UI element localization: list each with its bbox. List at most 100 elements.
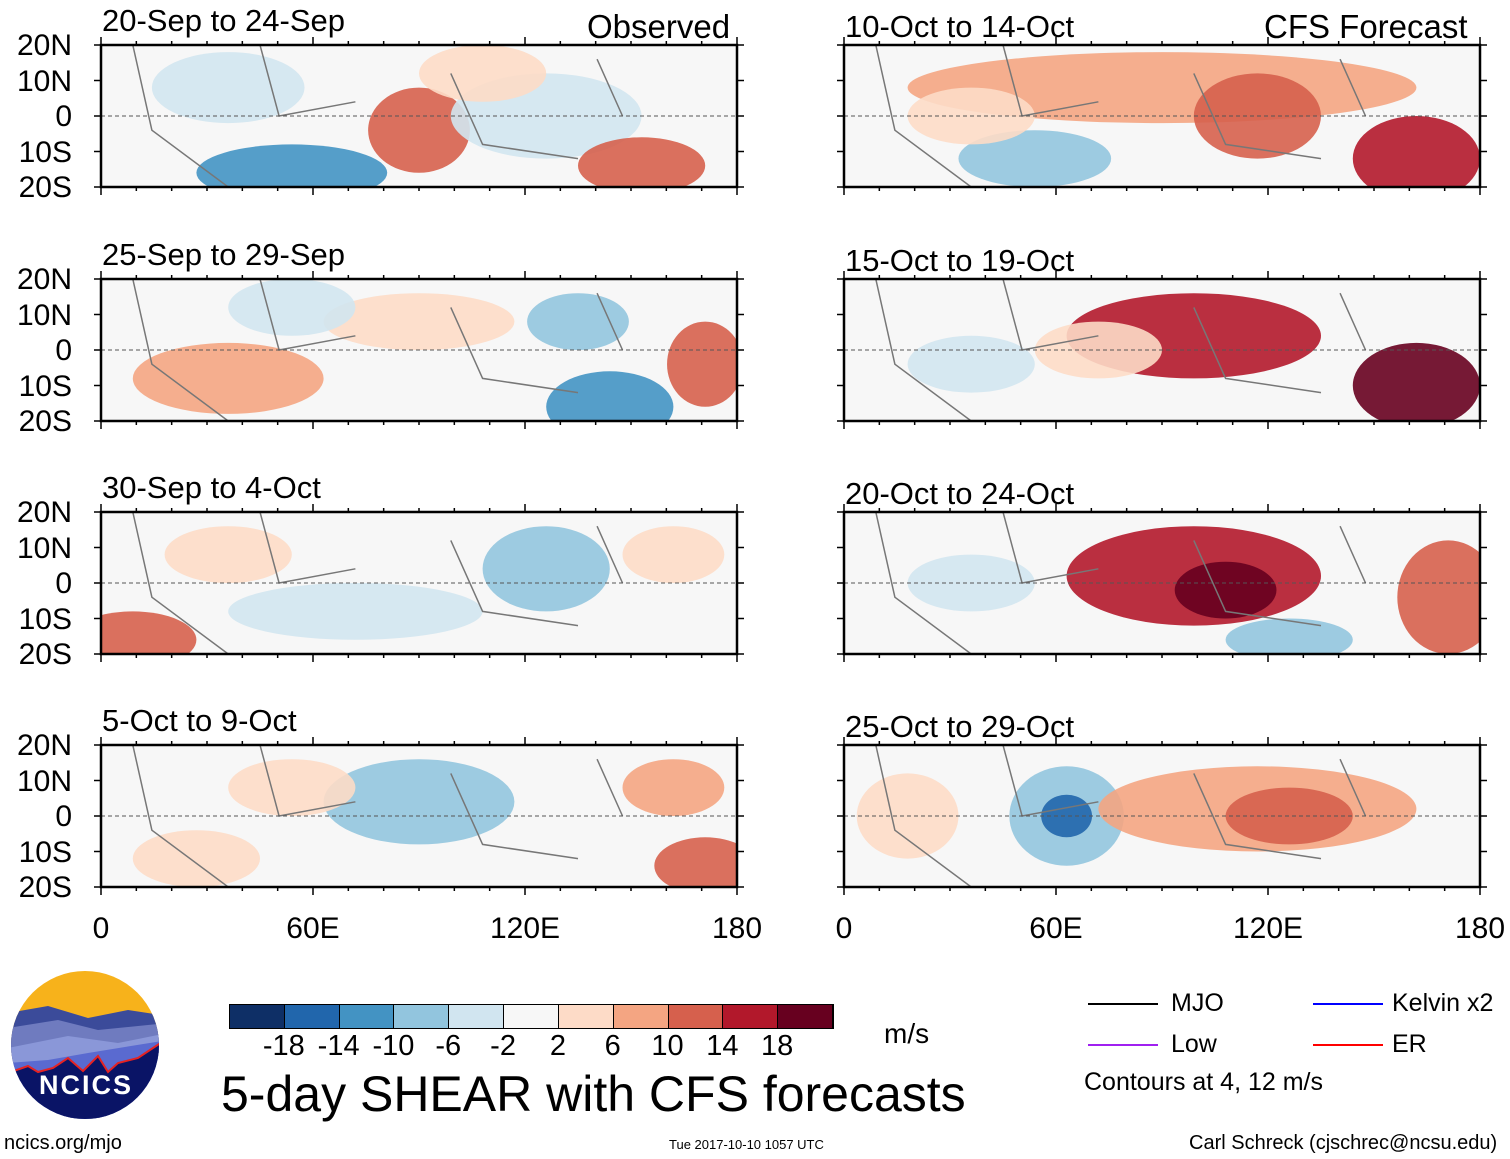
y-tick-label: 20S	[18, 171, 72, 204]
colorbar-tick-label: -14	[317, 1030, 360, 1062]
x-tick-label: 180	[1454, 912, 1506, 945]
colorbar-swatch	[449, 1005, 505, 1028]
shear-anomaly-region	[1352, 116, 1480, 187]
shear-anomaly-region	[622, 759, 725, 816]
y-tick-label: 20S	[18, 638, 72, 671]
legend-label-kelvin: Kelvin x2	[1392, 989, 1494, 1017]
map-panel	[837, 37, 1487, 195]
panel-title: 20-Sep to 24-Sep	[102, 3, 346, 38]
legend-swatch-er	[1313, 1044, 1383, 1046]
colorbar-swatch	[339, 1005, 395, 1028]
x-tick-label: 0	[92, 912, 110, 945]
shear-anomaly-region	[368, 87, 470, 173]
shear-anomaly-region	[101, 611, 197, 654]
y-tick-label: 10S	[18, 369, 72, 403]
y-tick-label: 0	[55, 334, 72, 367]
map-panel	[94, 737, 744, 895]
panel-title: 30-Sep to 4-Oct	[102, 470, 321, 505]
map-panel	[837, 737, 1487, 895]
shear-anomaly-region	[667, 321, 737, 407]
panel-title: 25-Sep to 29-Sep	[102, 237, 346, 272]
y-tick-label: 20N	[16, 263, 72, 296]
x-tick-label: 60E	[286, 912, 340, 945]
panel-title: 10-Oct to 14-Oct	[845, 9, 1075, 44]
map-panel	[837, 504, 1487, 662]
shear-anomaly-region	[151, 52, 305, 124]
x-tick-label: 120E	[1232, 912, 1304, 945]
footer-timestamp: Tue 2017-10-10 1057 UTC	[669, 1137, 824, 1152]
shear-anomaly-region	[196, 144, 388, 187]
colorbar-tick-label: -18	[262, 1030, 305, 1062]
legend-swatch-mjo	[1088, 1003, 1158, 1005]
shear-anomaly-region	[482, 526, 610, 612]
colorbar-tick-label: 18	[761, 1030, 794, 1062]
x-tick-label: 120E	[489, 912, 561, 945]
colorbar	[229, 1004, 834, 1029]
y-tick-label: 10S	[18, 602, 72, 636]
colorbar-tick-label: -6	[435, 1030, 462, 1062]
colorbar-swatch	[778, 1005, 833, 1028]
map-panel	[94, 504, 744, 662]
legend-swatch-kelvin	[1313, 1003, 1383, 1005]
shear-anomaly-region	[578, 137, 706, 187]
observed-header: Observed	[587, 8, 731, 45]
panel-title: 5-Oct to 9-Oct	[102, 703, 297, 738]
shear-anomaly-region	[323, 293, 515, 350]
map-panel	[94, 271, 744, 429]
footer-credit: Carl Schreck (cjschrec@ncsu.edu)	[1189, 1132, 1498, 1154]
colorbar-tick-label: -2	[490, 1030, 516, 1062]
shear-anomaly-region	[546, 371, 674, 421]
y-tick-label: 20S	[18, 871, 72, 904]
shear-anomaly-region	[1174, 561, 1277, 619]
colorbar-tick-label: 6	[604, 1030, 621, 1062]
ncics-logo: NCICS	[11, 971, 159, 1119]
x-tick-label: 60E	[1029, 912, 1083, 945]
colorbar-tick-label: 10	[651, 1030, 684, 1062]
panel-title: 25-Oct to 29-Oct	[845, 709, 1075, 744]
svg-text:NCICS: NCICS	[39, 1070, 133, 1100]
shear-anomaly-region	[527, 293, 629, 350]
colorbar-tick-label: 2	[549, 1030, 566, 1062]
figure-title: 5-day SHEAR with CFS forecasts	[221, 1066, 966, 1122]
shear-anomaly-region	[958, 130, 1112, 187]
y-tick-label: 20N	[16, 29, 72, 62]
legend-note: Contours at 4, 12 m/s	[1084, 1068, 1324, 1096]
shear-anomaly-region	[132, 830, 260, 887]
x-tick-label: 0	[835, 912, 853, 945]
x-tick-label: 180	[711, 912, 763, 945]
colorbar-swatch	[613, 1005, 669, 1028]
map-panel	[837, 271, 1487, 429]
y-tick-label: 0	[55, 567, 72, 600]
panel-title: 15-Oct to 19-Oct	[845, 243, 1075, 278]
y-tick-label: 0	[55, 800, 72, 833]
legend-label-low: Low	[1171, 1030, 1217, 1058]
shear-anomaly-region	[907, 335, 1035, 393]
colorbar-swatch	[504, 1005, 559, 1028]
colorbar-swatch	[668, 1005, 724, 1028]
map-panel	[94, 37, 744, 195]
y-tick-label: 10N	[16, 64, 72, 98]
forecast-header: CFS Forecast	[1264, 8, 1468, 45]
shear-anomaly-region	[228, 279, 356, 336]
shear-anomaly-region	[164, 526, 292, 583]
panel-title: 20-Oct to 24-Oct	[845, 476, 1075, 511]
y-tick-label: 20N	[16, 496, 72, 529]
y-tick-label: 20S	[18, 405, 72, 438]
shear-anomaly-region	[419, 45, 547, 102]
legend-swatch-low	[1088, 1044, 1158, 1046]
shear-anomaly-region	[622, 526, 725, 583]
shear-anomaly-region	[228, 583, 483, 640]
shear-anomaly-region	[323, 759, 515, 845]
shear-anomaly-region	[654, 837, 737, 887]
y-tick-label: 0	[55, 100, 72, 133]
colorbar-swatch	[558, 1005, 614, 1028]
colorbar-swatch	[723, 1005, 779, 1028]
shear-anomaly-region	[1397, 540, 1480, 654]
y-tick-label: 10N	[16, 298, 72, 332]
colorbar-swatch	[284, 1005, 340, 1028]
footer-url[interactable]: ncics.org/mjo	[4, 1132, 122, 1154]
legend-label-er: ER	[1392, 1030, 1427, 1058]
y-tick-label: 10N	[16, 531, 72, 565]
colorbar-tick-label: -10	[372, 1030, 415, 1062]
